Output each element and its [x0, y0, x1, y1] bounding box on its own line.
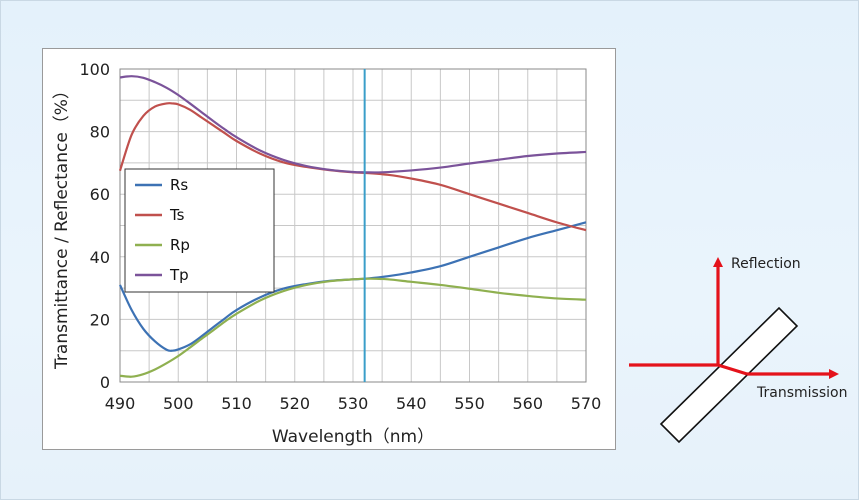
x-tick-label: 570 [571, 394, 602, 413]
series-line-ts [118, 102, 587, 232]
y-tick-label: 100 [79, 60, 110, 79]
y-tick-label: 0 [100, 373, 110, 392]
x-tick-label: 500 [163, 394, 194, 413]
legend-label-rs: Rs [170, 176, 188, 194]
transmission-label: Transmission [756, 385, 847, 401]
beam-splitter-plate [659, 306, 799, 444]
series-line-rp [119, 277, 587, 378]
legend-box [124, 168, 275, 293]
x-tick-label: 520 [279, 394, 310, 413]
internal-beam [717, 363, 748, 376]
legend-label-rp: Rp [170, 236, 190, 254]
x-tick-label: 550 [454, 394, 485, 413]
legend-label-ts: Ts [169, 206, 185, 224]
series-line-rs [119, 221, 587, 352]
chart-area: 490 500 510 520 530 540 550 560 570 0 20 40 60 80 100 W… [42, 48, 616, 450]
x-tick-label: 540 [396, 394, 427, 413]
y-tick-label: 40 [90, 248, 110, 267]
y-tick-label: 20 [90, 310, 110, 329]
y-tick-label: 80 [90, 123, 110, 142]
series-line-tp [119, 75, 587, 174]
transmittance-chart: 490 500 510 520 530 540 550 560 570 0 20 40 60 80 100 W… [52, 60, 602, 447]
plot-border [119, 68, 587, 383]
y-tick-label: 60 [90, 185, 110, 204]
y-axis-title: Transmittance / Reflectance（%） [52, 82, 72, 370]
reflection-label: Reflection [731, 256, 801, 272]
x-tick-label: 490 [105, 394, 136, 413]
x-axis-title: Wavelength（nm） [272, 427, 434, 447]
beam-splitter-diagram: Reflection Transmission [629, 256, 847, 444]
x-tick-label: 560 [512, 394, 543, 413]
legend-label-tp: Tp [169, 266, 189, 284]
x-tick-label: 510 [221, 394, 252, 413]
x-tick-label: 530 [338, 394, 369, 413]
